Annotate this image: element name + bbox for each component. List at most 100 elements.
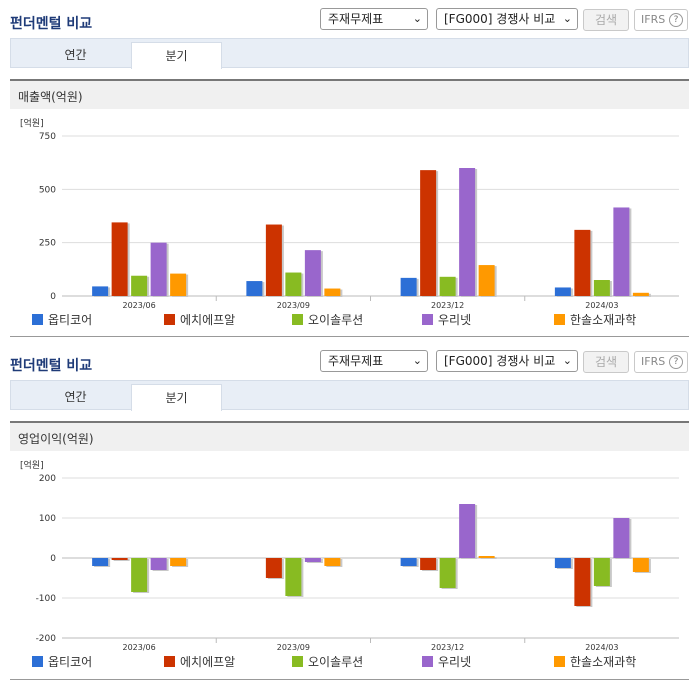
section-title: 매출액(억원) [18,90,83,104]
legend-label: 오이솔루션 [308,313,363,327]
legend-label: 옵티코어 [48,655,92,669]
chevron-down-icon: ⌄ [412,354,422,367]
bar [439,276,456,296]
legend-swatch [422,656,433,667]
bar [285,272,302,296]
bar [593,558,610,586]
bar [111,558,128,560]
bar [554,287,571,296]
tab-quarterly[interactable]: 분기 [131,384,222,411]
bar [246,281,263,296]
legend-swatch [32,314,43,325]
bar [150,558,167,570]
search-button[interactable]: 검색 [583,9,629,31]
y-tick-label: 500 [39,185,56,195]
statement-select-value: 주재무제표 [328,12,384,26]
divider [10,336,689,337]
bar [574,229,591,296]
legend-swatch [292,656,303,667]
tab-annual[interactable]: 연간 [64,390,87,404]
tab-quarterly[interactable]: 분기 [131,42,222,69]
bar [150,242,167,296]
bar [632,292,649,296]
bar [632,558,649,572]
statement-select[interactable]: 주재무제표 ⌄ [320,350,428,372]
x-tick-label: 2024/03 [585,301,618,310]
legend-swatch [164,314,175,325]
help-icon[interactable]: ? [669,355,683,369]
panel-header: 펀더멘털 비교 주재무제표 ⌄ [FG000] 경쟁사 비교 ⌄ 검색 IFRS… [0,342,696,374]
bar [439,558,456,588]
legend-label: 에치에프알 [180,313,235,327]
bar [324,558,341,566]
panel-header: 펀더멘털 비교 주재무제표 ⌄ [FG000] 경쟁사 비교 ⌄ 검색 IFRS… [0,0,696,32]
unit-label: [억원] [20,117,44,129]
operating-profit-bar-chart: [억원] -200 -100 0 100 200 2023/06 2023/09 2023/12… [20,459,679,669]
x-tick-label: 2023/09 [277,301,310,310]
bar [420,170,437,296]
revenue-panel: 펀더멘털 비교 주재무제표 ⌄ [FG000] 경쟁사 비교 ⌄ 검색 IFRS… [0,0,696,340]
chevron-down-icon: ⌄ [562,354,572,367]
bar [613,207,630,296]
legend-swatch [164,656,175,667]
legend-label: 오이솔루션 [308,655,363,669]
legend-swatch [292,314,303,325]
unit-label: [억원] [20,459,44,471]
bar [459,504,476,558]
legend-swatch [32,656,43,667]
x-tick-label: 2024/03 [585,643,618,652]
chevron-down-icon: ⌄ [412,12,422,25]
period-tabs: 연간 분기 [10,380,689,411]
bar [170,273,187,296]
legend-swatch [554,656,565,667]
x-tick-label: 2023/06 [123,301,156,310]
bar [554,558,571,568]
bar [265,558,282,578]
bar [400,558,417,566]
x-tick-label: 2023/09 [277,643,310,652]
bar [613,518,630,558]
bar [285,558,302,596]
y-tick-label: 0 [50,554,56,564]
statement-select-value: 주재무제표 [328,354,384,368]
chevron-down-icon: ⌄ [562,12,572,25]
x-tick-label: 2023/12 [431,301,464,310]
bar [459,168,476,296]
revenue-bar-chart: [억원] 0 250 500 750 2023/06 2023/09 2023/12 2024/… [20,117,679,327]
y-tick-label: -200 [36,634,57,644]
bar [400,277,417,296]
tab-annual[interactable]: 연간 [64,48,87,62]
bar [111,222,128,296]
legend-swatch [554,314,565,325]
ifrs-button[interactable]: IFRS ? [634,351,688,373]
statement-select[interactable]: 주재무제표 ⌄ [320,8,428,30]
bar [92,558,109,566]
y-tick-label: 100 [39,514,56,524]
help-icon[interactable]: ? [669,13,683,27]
compare-select[interactable]: [FG000] 경쟁사 비교 ⌄ [436,350,578,372]
bar [131,558,148,592]
bar [131,275,148,296]
ifrs-label: IFRS [641,355,666,368]
section-title: 영업이익(억원) [18,432,94,446]
y-tick-label: 200 [39,474,56,484]
y-tick-label: 750 [39,132,56,142]
search-button[interactable]: 검색 [583,351,629,373]
bar [478,556,495,558]
bar [265,224,282,296]
y-tick-label: 250 [39,239,56,249]
y-tick-label: -100 [36,594,57,604]
bar [170,558,187,566]
bar [478,265,495,296]
legend-swatch [422,314,433,325]
x-tick-label: 2023/12 [431,643,464,652]
bar [304,558,321,562]
panel-title: 펀더멘털 비교 [10,16,93,32]
ifrs-button[interactable]: IFRS ? [634,9,688,31]
compare-select[interactable]: [FG000] 경쟁사 비교 ⌄ [436,8,578,30]
compare-select-value: [FG000] 경쟁사 비교 [444,354,556,368]
bar [304,250,321,296]
legend-label: 한솔소재과학 [570,313,636,327]
section-header: 매출액(억원) [10,79,689,109]
legend-label: 한솔소재과학 [570,655,636,669]
